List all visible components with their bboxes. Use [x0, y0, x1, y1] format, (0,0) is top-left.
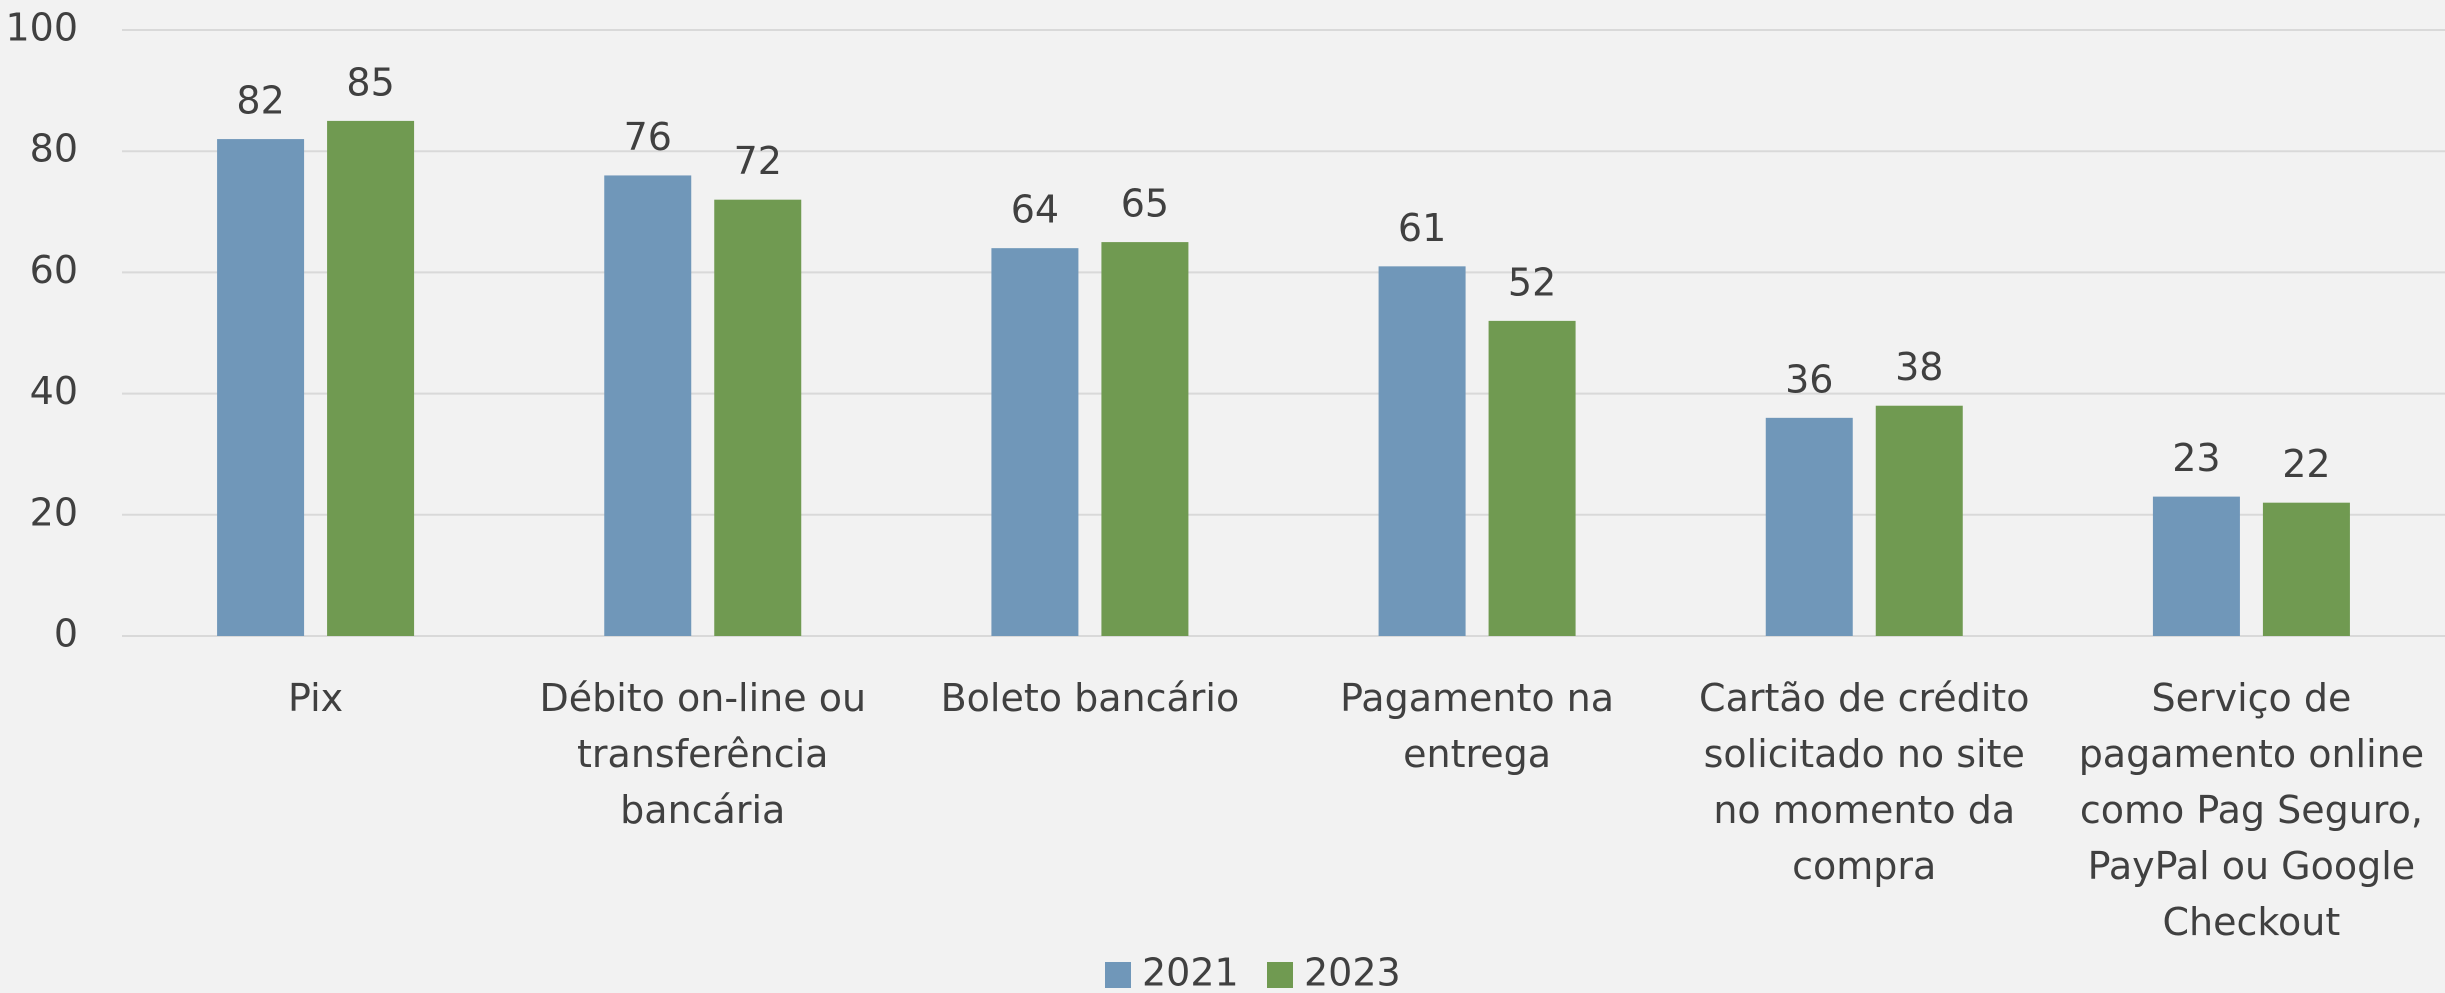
- data-label: 23: [2172, 436, 2220, 480]
- data-label: 82: [236, 79, 284, 123]
- data-label: 22: [2282, 442, 2330, 486]
- bar: [217, 139, 305, 636]
- bar: [714, 199, 802, 636]
- x-tick-label: Serviço de pagamento online como Pag Seg…: [2078, 676, 2425, 944]
- legend-swatch: [1105, 962, 1131, 988]
- x-tick-label: Pagamento na entrega: [1340, 676, 1615, 776]
- bar: [1875, 405, 1963, 636]
- data-label: 64: [1011, 188, 1059, 232]
- data-label: 52: [1508, 260, 1556, 304]
- data-label: 65: [1121, 182, 1169, 226]
- y-tick-label: 40: [30, 369, 78, 413]
- y-tick-label: 0: [54, 612, 78, 656]
- bar: [2262, 502, 2350, 636]
- y-tick-label: 100: [5, 6, 78, 50]
- x-tick-label: Boleto bancário: [940, 676, 1240, 720]
- legend-label: 2021: [1142, 951, 1239, 993]
- bar: [2152, 496, 2240, 636]
- x-tick-label: Cartão de crédito solicitado no site no …: [1699, 676, 2030, 888]
- data-label: 72: [734, 139, 782, 183]
- data-label: 76: [624, 115, 672, 159]
- bar: [327, 120, 415, 636]
- x-tick-label: Pix: [288, 676, 344, 720]
- bar: [1488, 320, 1576, 636]
- bar: [1101, 242, 1189, 636]
- data-label: 36: [1785, 357, 1833, 401]
- legend-label: 2023: [1304, 951, 1401, 993]
- y-tick-label: 60: [30, 248, 78, 292]
- data-label: 61: [1398, 206, 1446, 250]
- y-tick-label: 20: [30, 490, 78, 534]
- bar: [1378, 266, 1466, 636]
- x-tick-label: Débito on-line ou transferência bancária: [539, 676, 867, 832]
- bar: [1765, 417, 1853, 636]
- legend-swatch: [1267, 962, 1293, 988]
- data-label: 85: [346, 60, 394, 104]
- bar: [991, 248, 1079, 636]
- y-tick-label: 80: [30, 127, 78, 171]
- data-label: 38: [1895, 345, 1943, 389]
- bar: [604, 175, 692, 636]
